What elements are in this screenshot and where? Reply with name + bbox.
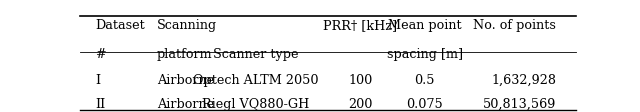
Text: I: I <box>95 74 100 87</box>
Text: Airborne: Airborne <box>157 98 214 111</box>
Text: Scanning: Scanning <box>157 19 217 32</box>
Text: 0.075: 0.075 <box>406 98 443 111</box>
Text: 1,632,928: 1,632,928 <box>491 74 556 87</box>
Text: 200: 200 <box>348 98 372 111</box>
Text: Mean point: Mean point <box>388 19 461 32</box>
Text: Dataset: Dataset <box>95 19 145 32</box>
Text: spacing [m]: spacing [m] <box>387 48 463 61</box>
Text: Optech ALTM 2050: Optech ALTM 2050 <box>193 74 319 87</box>
Text: #: # <box>95 48 106 61</box>
Text: 100: 100 <box>348 74 372 87</box>
Text: Riegl VQ880-GH: Riegl VQ880-GH <box>202 98 310 111</box>
Text: Scanner type: Scanner type <box>213 48 299 61</box>
Text: platform: platform <box>157 48 212 61</box>
Text: II: II <box>95 98 105 111</box>
Text: 50,813,569: 50,813,569 <box>483 98 556 111</box>
Text: PRR† [kHz]: PRR† [kHz] <box>323 19 397 32</box>
Text: 0.5: 0.5 <box>415 74 435 87</box>
Text: Airborne: Airborne <box>157 74 214 87</box>
Text: No. of points: No. of points <box>474 19 556 32</box>
